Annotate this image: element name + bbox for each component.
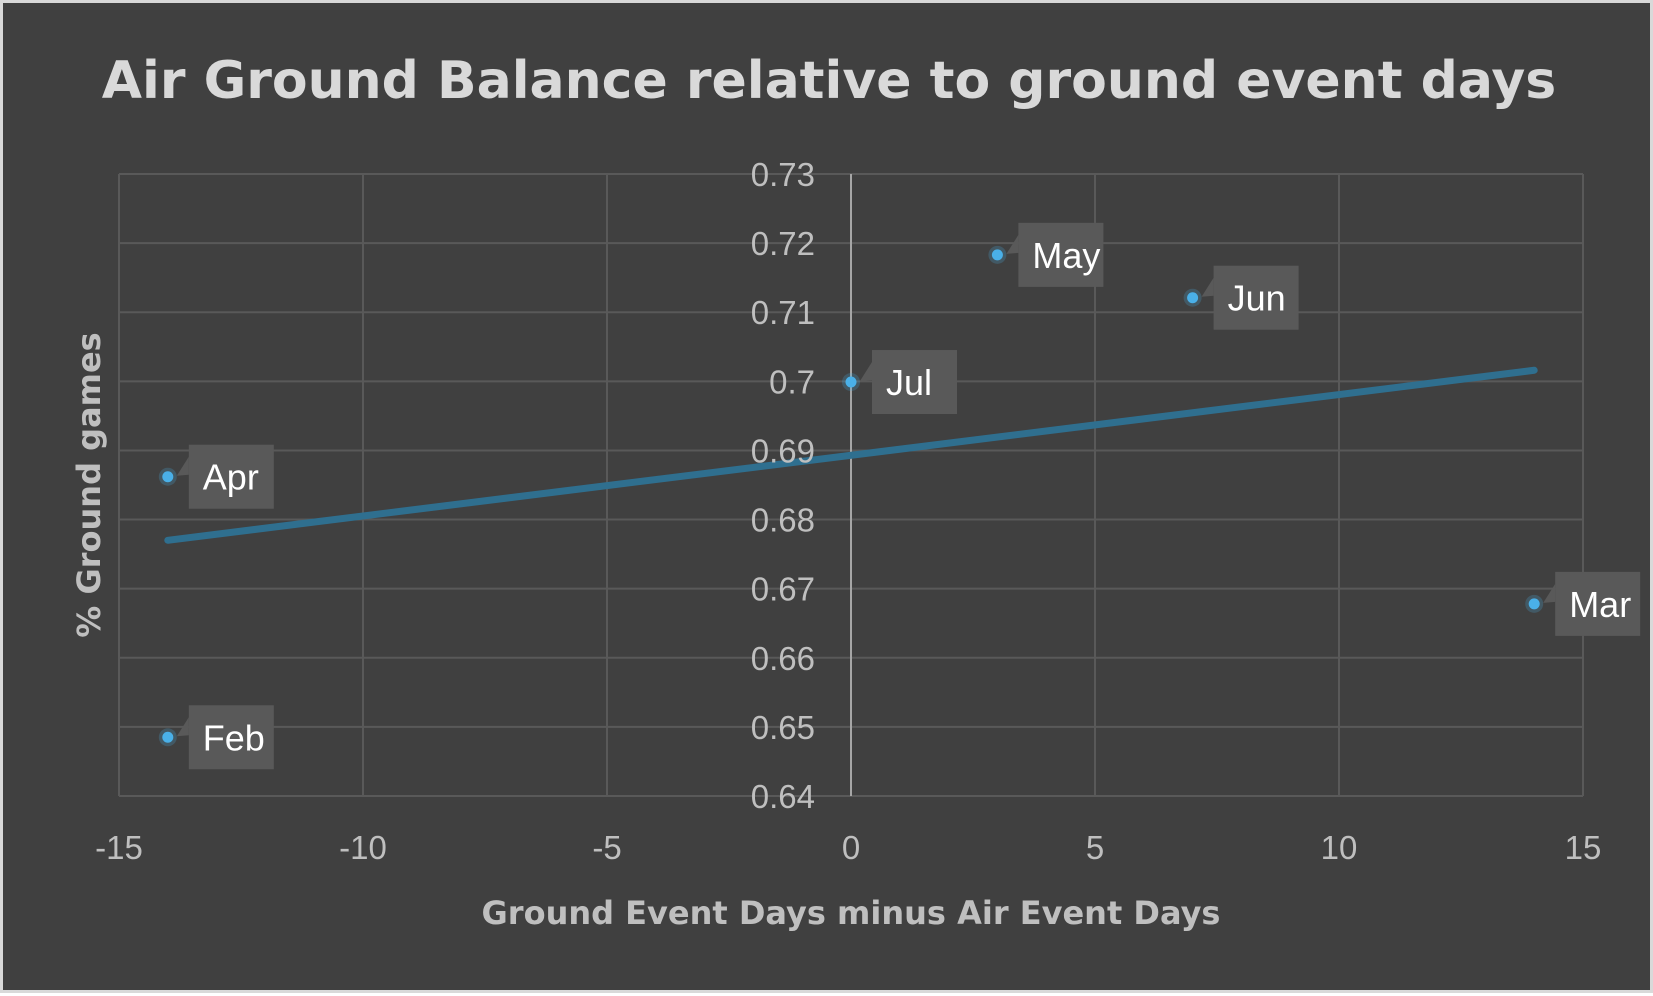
y-tick-label: 0.65 bbox=[751, 709, 815, 746]
y-tick-label: 0.64 bbox=[751, 778, 815, 815]
x-tick-label: -5 bbox=[592, 829, 621, 866]
data-label-box bbox=[188, 444, 274, 509]
data-label-pointer bbox=[860, 362, 872, 382]
x-tick-label: 15 bbox=[1565, 829, 1602, 866]
y-tick-label: 0.7 bbox=[769, 363, 815, 400]
data-point-group: Jul bbox=[842, 350, 957, 415]
data-point-group: Jun bbox=[1183, 265, 1299, 330]
data-label: May bbox=[1032, 235, 1100, 276]
x-tick-label: 10 bbox=[1321, 829, 1358, 866]
data-point-group: May bbox=[988, 222, 1104, 287]
data-point-marker bbox=[845, 376, 857, 388]
scatter-chart: Air Ground Balance relative to ground ev… bbox=[70, 51, 1641, 932]
tick-labels: 0.64 0.65 0.66 0.67 0.68 0.69 0.7 0.71 0.72 0.73 -… bbox=[95, 156, 1601, 866]
data-point-marker bbox=[162, 731, 174, 743]
data-label-pointer bbox=[1006, 234, 1019, 254]
y-tick-label: 0.67 bbox=[751, 571, 815, 608]
data-label-box bbox=[1018, 222, 1104, 287]
data-point-marker bbox=[162, 471, 174, 483]
trendline bbox=[164, 366, 1538, 544]
y-tick-label: 0.73 bbox=[751, 156, 815, 193]
y-tick-label: 0.68 bbox=[751, 502, 815, 539]
data-label-pointer bbox=[1201, 277, 1214, 297]
y-tick-label: 0.72 bbox=[751, 225, 815, 262]
data-point-group: Feb bbox=[158, 705, 274, 770]
data-point-group: Mar bbox=[1525, 571, 1641, 636]
data-label: Jul bbox=[886, 362, 932, 403]
x-tick-label: 5 bbox=[1086, 829, 1104, 866]
data-label: Feb bbox=[203, 717, 265, 758]
data-label: Apr bbox=[203, 457, 259, 498]
data-label: Mar bbox=[1569, 584, 1631, 625]
data-label-pointer bbox=[176, 456, 189, 476]
data-point-marker bbox=[1528, 598, 1540, 610]
data-label-box bbox=[188, 705, 274, 770]
x-axis-title: Ground Event Days minus Air Event Days bbox=[482, 894, 1221, 932]
data-point-group: Apr bbox=[158, 444, 274, 509]
y-tick-label: 0.69 bbox=[751, 432, 815, 469]
trendline-layer bbox=[164, 366, 1538, 544]
chart-title: Air Ground Balance relative to ground ev… bbox=[102, 51, 1556, 111]
data-points: Feb Mar Apr May Jun Jul bbox=[158, 222, 1641, 770]
grid bbox=[118, 173, 1584, 797]
data-label-pointer bbox=[1543, 583, 1556, 603]
y-axis-title: % Ground games bbox=[70, 332, 108, 637]
x-tick-label: 0 bbox=[842, 829, 860, 866]
x-tick-label: -15 bbox=[95, 829, 143, 866]
data-label: Jun bbox=[1228, 278, 1286, 319]
data-point-marker bbox=[991, 249, 1003, 261]
data-point-marker bbox=[1187, 292, 1199, 304]
data-label-pointer bbox=[176, 717, 189, 737]
y-tick-label: 0.66 bbox=[751, 640, 815, 677]
y-tick-label: 0.71 bbox=[751, 294, 815, 331]
data-label-box bbox=[872, 350, 957, 415]
x-tick-label: -10 bbox=[339, 829, 387, 866]
data-label-box bbox=[1555, 571, 1641, 636]
data-label-box bbox=[1213, 265, 1299, 330]
